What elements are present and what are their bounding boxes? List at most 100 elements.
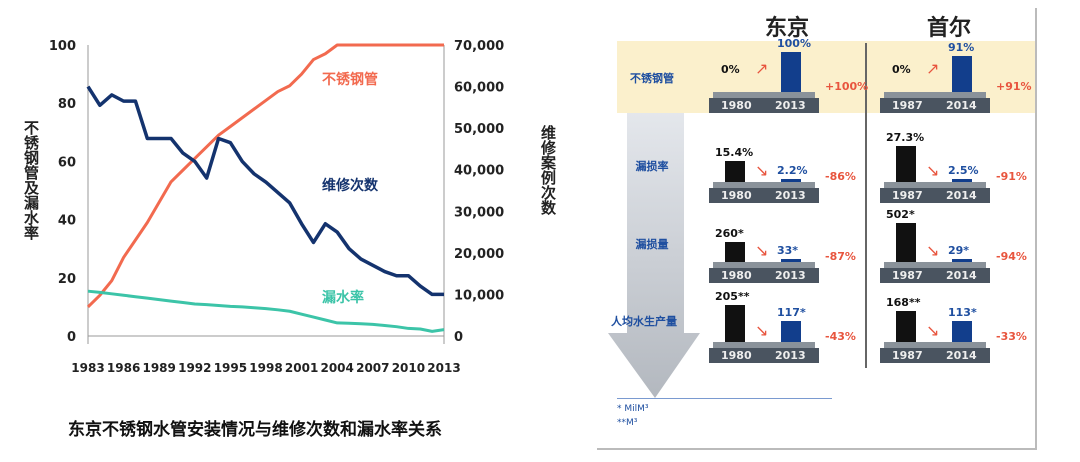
value-after: 2.2% — [777, 164, 808, 177]
series-line-0 — [86, 43, 444, 308]
series-line-2 — [87, 289, 445, 333]
x-tick-label: 1986 — [107, 361, 140, 375]
platform — [713, 342, 815, 348]
row-label: 漏损量 — [635, 238, 669, 251]
series-label: 不锈钢管 — [322, 71, 378, 88]
y-tick-label: 20 — [58, 272, 76, 287]
y2-tick-label: 30,000 — [454, 205, 504, 220]
year-label: 2014 — [946, 349, 977, 362]
y-axis-title: 不锈钢管及漏水率 — [22, 120, 40, 241]
arrow-down-icon: ↘ — [755, 321, 769, 340]
bar-after — [952, 178, 972, 182]
y-tick-label: 0 — [67, 330, 76, 345]
arrow-down-icon: ↘ — [926, 241, 940, 260]
series-line-1 — [86, 85, 444, 297]
year-base: 1980 2013 — [709, 348, 819, 363]
bar-after — [952, 55, 972, 92]
bar-after — [952, 259, 972, 262]
platform — [884, 182, 986, 188]
value-after: 113* — [948, 306, 977, 320]
value-after: 2.5% — [948, 163, 979, 177]
y2-tick-label: 60,000 — [454, 81, 504, 96]
y2-tick-label: 20,000 — [454, 247, 504, 262]
x-tick-label: 2004 — [320, 361, 353, 375]
y2-tick-label: 70,000 — [454, 39, 504, 54]
bar-before — [725, 304, 745, 342]
arrow-up-icon: ↗ — [926, 59, 940, 78]
year-base: 1987 2014 — [880, 268, 990, 283]
change-value: -86% — [825, 170, 856, 183]
year-label: 1980 — [721, 99, 752, 112]
bar-after — [781, 320, 801, 342]
value-before: 205** — [715, 289, 750, 303]
y-tick-label: 80 — [58, 97, 76, 112]
value-before: 0% — [892, 63, 911, 76]
footnote: * MilM³ — [617, 404, 649, 414]
year-base: 1987 2014 — [880, 348, 990, 363]
comparison-block: 1980 2013 15.4% 2.2% ↘ -86% — [709, 123, 856, 203]
year-label: 1987 — [892, 99, 923, 112]
change-value: -43% — [825, 330, 856, 343]
divider — [865, 43, 867, 368]
city-tokyo: 东京 — [765, 16, 810, 41]
year-label: 2014 — [946, 189, 977, 202]
footnote-rule — [617, 398, 832, 399]
year-label: 1980 — [721, 349, 752, 362]
bar-before — [896, 223, 916, 262]
bar-before — [725, 161, 745, 182]
value-after: 33* — [777, 244, 799, 257]
platform — [713, 92, 815, 98]
value-after: 91% — [948, 40, 975, 54]
row-label: 漏损率 — [635, 160, 669, 173]
year-label: 2013 — [775, 99, 806, 112]
bar-after — [781, 52, 801, 92]
down-arrow-icon — [608, 113, 700, 398]
value-before: 27.3% — [886, 130, 925, 144]
value-before: 0% — [721, 63, 740, 76]
infographic: 东京 首尔 不锈钢管 1980 2013 0% 100% ↗ +100% 1987… — [597, 8, 1037, 450]
platform — [713, 182, 815, 188]
year-label: 1980 — [721, 189, 752, 202]
x-tick-label: 2001 — [285, 361, 318, 375]
comparison-block: 1980 2013 0% 100% ↗ +100% — [709, 33, 868, 113]
change-value: -91% — [996, 170, 1027, 183]
year-label: 2013 — [775, 189, 806, 202]
year-base: 1987 2014 — [880, 188, 990, 203]
series-label: 维修次数 — [322, 177, 379, 194]
value-after: 100% — [777, 37, 811, 50]
x-tick-label: 1983 — [71, 361, 104, 375]
platform — [713, 262, 815, 268]
year-label: 1987 — [892, 349, 923, 362]
value-after: 29* — [948, 244, 970, 257]
x-tick-label: 1989 — [142, 361, 175, 375]
bar-before — [896, 145, 916, 182]
y2-tick-label: 0 — [454, 330, 463, 345]
platform — [884, 262, 986, 268]
comparison-block: 1980 2013 205** 117* ↘ -43% — [709, 283, 856, 363]
year-label: 2014 — [946, 269, 977, 282]
y-tick-label: 60 — [58, 155, 76, 170]
series-label: 漏水率 — [322, 289, 364, 306]
chart-caption: 东京不锈钢水管安装情况与维修次数和漏水率关系 — [68, 420, 442, 440]
change-value: +91% — [996, 80, 1032, 93]
year-label: 2013 — [775, 349, 806, 362]
footnote: **M³ — [617, 418, 638, 428]
arrow-down-icon: ↘ — [755, 241, 769, 260]
value-before: 502* — [886, 208, 915, 222]
year-label: 1980 — [721, 269, 752, 282]
change-value: -87% — [825, 250, 856, 263]
year-base: 1987 2014 — [880, 98, 990, 113]
x-tick-label: 2007 — [356, 361, 389, 375]
comparison-block: 1987 2014 27.3% 2.5% ↘ -91% — [880, 123, 1027, 203]
value-before: 15.4% — [715, 146, 754, 160]
bar-after — [952, 321, 972, 342]
y2-tick-label: 40,000 — [454, 164, 504, 179]
arrow-down-icon: ↘ — [926, 161, 940, 180]
x-tick-label: 2010 — [392, 361, 425, 375]
comparison-block: 1980 2013 260* 33* ↘ -87% — [709, 203, 856, 283]
year-base: 1980 2013 — [709, 268, 819, 283]
arrow-up-icon: ↗ — [755, 59, 769, 78]
row-label: 不锈钢管 — [630, 72, 674, 85]
value-before: 168** — [886, 296, 921, 310]
y-tick-label: 100 — [49, 39, 76, 54]
